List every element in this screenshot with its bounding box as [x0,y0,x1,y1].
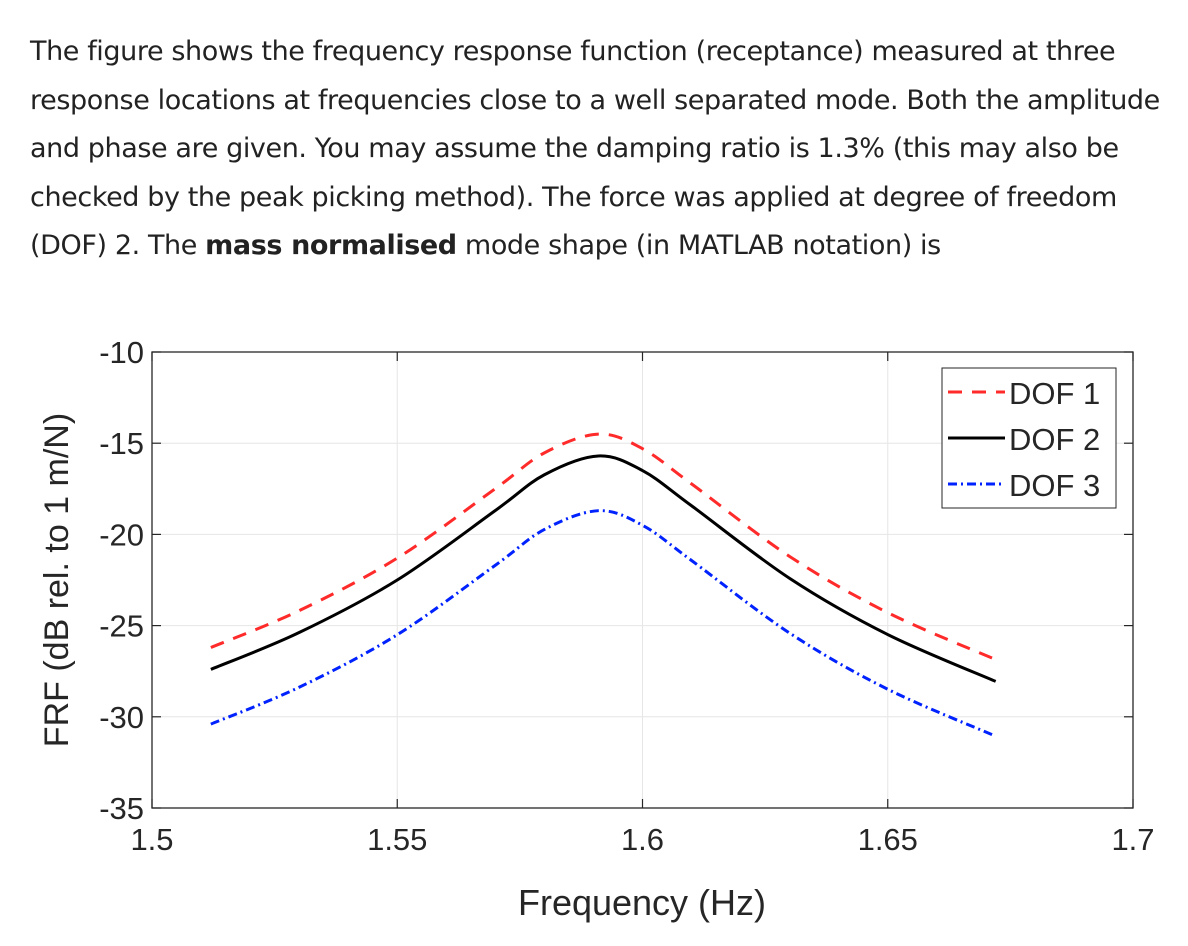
x-tick-label: 1.55 [367,822,427,857]
legend-label: DOF 2 [1009,422,1100,457]
series-line-dof-3 [210,509,997,738]
x-tick-label: 1.7 [1111,822,1154,857]
series-line-dof-1 [210,432,997,661]
series-lines [210,432,997,738]
y-tick-label: -30 [99,700,144,735]
question-text-end: mode shape (in MATLAB notation) is [456,230,941,261]
series-line-dof-2 [210,454,997,683]
y-tick-label: -15 [99,426,144,461]
question-text-start: The figure shows the frequency response … [30,36,1160,261]
x-axis-label: Frequency (Hz) [518,882,766,923]
question-text: The figure shows the frequency response … [30,28,1170,271]
frf-chart: 1.5 1.55 1.6 1.65 1.7 -35 -30 -25 -20 -15 -10 Freq… [38,335,1155,923]
x-tick-label: 1.5 [130,822,173,857]
y-tick-label: -25 [99,609,144,644]
ticks: 1.5 1.55 1.6 1.65 1.7 -35 -30 -25 -20 -15 -10 [99,335,1154,857]
y-tick-label: -20 [99,517,144,552]
legend-label: DOF 1 [1009,376,1100,411]
y-tick-label: -35 [99,791,144,826]
y-tick-label: -10 [99,335,144,370]
y-axis-label: FRF (dB rel. to 1 m/N) [38,413,76,747]
x-tick-label: 1.65 [858,822,918,857]
legend-label: DOF 3 [1009,468,1100,503]
legend: DOF 1 DOF 2 DOF 3 [941,367,1117,509]
question-text-bold: mass normalised [205,230,457,261]
x-tick-label: 1.6 [621,822,664,857]
